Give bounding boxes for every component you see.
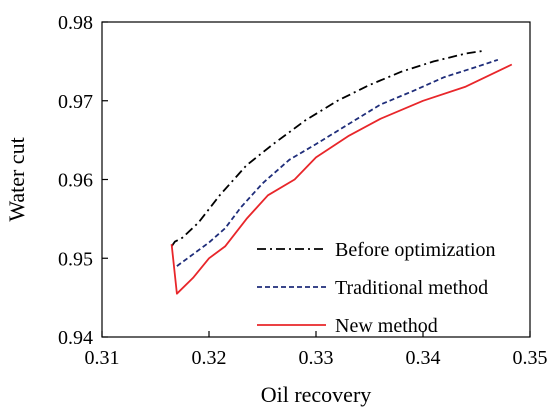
y-tick-label: 0.95: [58, 248, 93, 270]
legend-label-1: Before optimization: [335, 239, 496, 261]
series-line-3: [170, 63, 513, 295]
x-tick-label: 0.32: [192, 347, 227, 369]
y-tick-label: 0.97: [58, 91, 93, 113]
y-tick-label: 0.96: [58, 170, 93, 192]
x-tick-label: 0.34: [406, 347, 441, 369]
series-line-2: [176, 58, 499, 267]
y-axis-title: Water cut: [4, 137, 29, 221]
legend-label-2: Traditional method: [335, 277, 488, 299]
legend-label-3: New method: [335, 315, 438, 337]
series-line-1: [170, 50, 482, 247]
x-tick-label: 0.35: [513, 347, 548, 369]
y-tick-label: 0.98: [58, 12, 93, 34]
x-tick-label: 0.33: [299, 347, 334, 369]
x-axis-title: Oil recovery: [261, 382, 372, 407]
y-tick-label: 0.94: [58, 327, 93, 349]
x-tick-label: 0.31: [85, 347, 120, 369]
